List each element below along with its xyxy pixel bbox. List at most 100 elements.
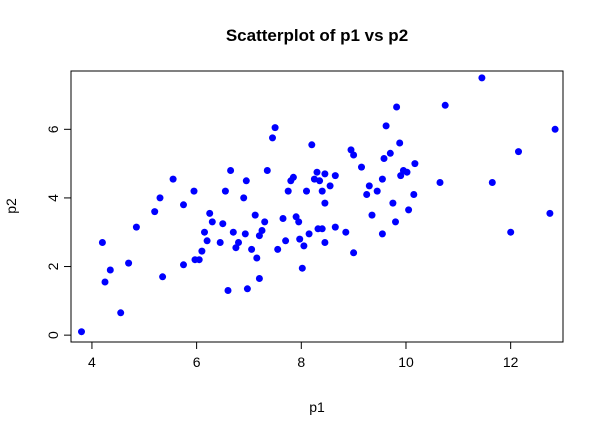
y-axis: 0 2 4 6 — [45, 125, 72, 339]
data-point — [208, 218, 216, 226]
data-point — [316, 177, 324, 185]
data-point — [318, 225, 326, 233]
x-tick-label: 6 — [193, 354, 201, 370]
data-point — [368, 211, 376, 219]
y-tick-label: 0 — [45, 331, 61, 339]
data-point — [326, 182, 334, 190]
data-point — [321, 199, 329, 207]
data-point — [78, 328, 85, 336]
data-point — [363, 191, 371, 198]
data-point — [393, 103, 401, 111]
data-point — [321, 170, 329, 178]
data-point — [365, 182, 373, 190]
data-point — [515, 148, 522, 156]
data-point — [386, 149, 394, 157]
data-point — [321, 239, 329, 246]
data-point — [411, 160, 419, 168]
x-tick-label: 12 — [503, 354, 519, 370]
data-point — [255, 232, 263, 240]
data-point — [382, 122, 390, 130]
data-point — [251, 211, 259, 219]
data-point — [255, 275, 263, 282]
data-point — [405, 206, 413, 214]
data-point — [373, 187, 381, 195]
data-point — [98, 239, 106, 246]
data-point — [101, 278, 109, 286]
data-point — [298, 264, 306, 272]
data-point — [241, 230, 249, 238]
data-point — [488, 179, 496, 186]
data-point — [169, 175, 177, 183]
x-axis-label: p1 — [309, 399, 325, 415]
data-point — [441, 101, 449, 109]
plot-frame — [70, 70, 564, 343]
data-point — [229, 228, 237, 236]
data-point — [331, 172, 339, 180]
y-axis-label: p2 — [3, 198, 19, 214]
data-points — [78, 74, 559, 336]
data-point — [389, 199, 397, 207]
data-point — [358, 163, 365, 171]
data-point — [221, 187, 229, 195]
data-point — [203, 237, 211, 245]
data-point — [308, 141, 316, 149]
data-point — [436, 179, 444, 186]
data-point — [551, 125, 559, 133]
data-point — [282, 237, 290, 245]
data-point — [410, 191, 418, 198]
data-point — [159, 273, 167, 281]
data-point — [269, 134, 276, 142]
data-point — [232, 244, 240, 252]
data-point — [224, 287, 232, 294]
data-point — [132, 223, 140, 231]
data-point — [201, 228, 208, 236]
data-point — [263, 167, 271, 174]
data-point — [289, 173, 297, 181]
data-point — [378, 230, 386, 238]
data-point — [296, 235, 304, 243]
data-point — [279, 215, 287, 222]
data-point — [380, 155, 388, 162]
data-point — [274, 245, 282, 253]
data-point — [350, 249, 358, 257]
data-point — [313, 168, 321, 176]
data-point — [261, 218, 269, 226]
data-point — [227, 167, 235, 174]
data-point — [240, 194, 248, 202]
data-point — [151, 208, 159, 216]
data-point — [331, 223, 339, 231]
data-point — [195, 256, 203, 264]
data-point — [350, 151, 358, 159]
data-point — [300, 242, 308, 250]
data-point — [342, 228, 350, 236]
data-point — [303, 187, 310, 195]
x-axis: 4 6 8 10 12 — [88, 341, 519, 370]
data-point — [248, 245, 256, 253]
data-point — [242, 177, 250, 185]
data-point — [190, 187, 198, 195]
data-point — [271, 124, 279, 132]
y-tick-label: 4 — [45, 194, 61, 202]
data-point — [180, 201, 187, 209]
data-point — [305, 230, 313, 238]
chart-title: Scatterplot of p1 vs p2 — [226, 26, 408, 45]
data-point — [243, 285, 251, 293]
y-tick-label: 6 — [45, 125, 61, 133]
data-point — [253, 254, 261, 262]
data-point — [396, 139, 404, 147]
data-point — [507, 228, 515, 236]
data-point — [478, 74, 486, 82]
data-point — [206, 209, 214, 217]
data-point — [216, 239, 224, 246]
data-point — [378, 175, 386, 183]
data-point — [392, 218, 399, 226]
data-point — [156, 194, 164, 202]
data-point — [284, 187, 292, 195]
x-tick-label: 10 — [398, 354, 414, 370]
data-point — [403, 168, 411, 176]
data-point — [106, 266, 114, 274]
data-point — [219, 220, 227, 228]
data-point — [117, 309, 125, 317]
data-point — [295, 218, 303, 226]
